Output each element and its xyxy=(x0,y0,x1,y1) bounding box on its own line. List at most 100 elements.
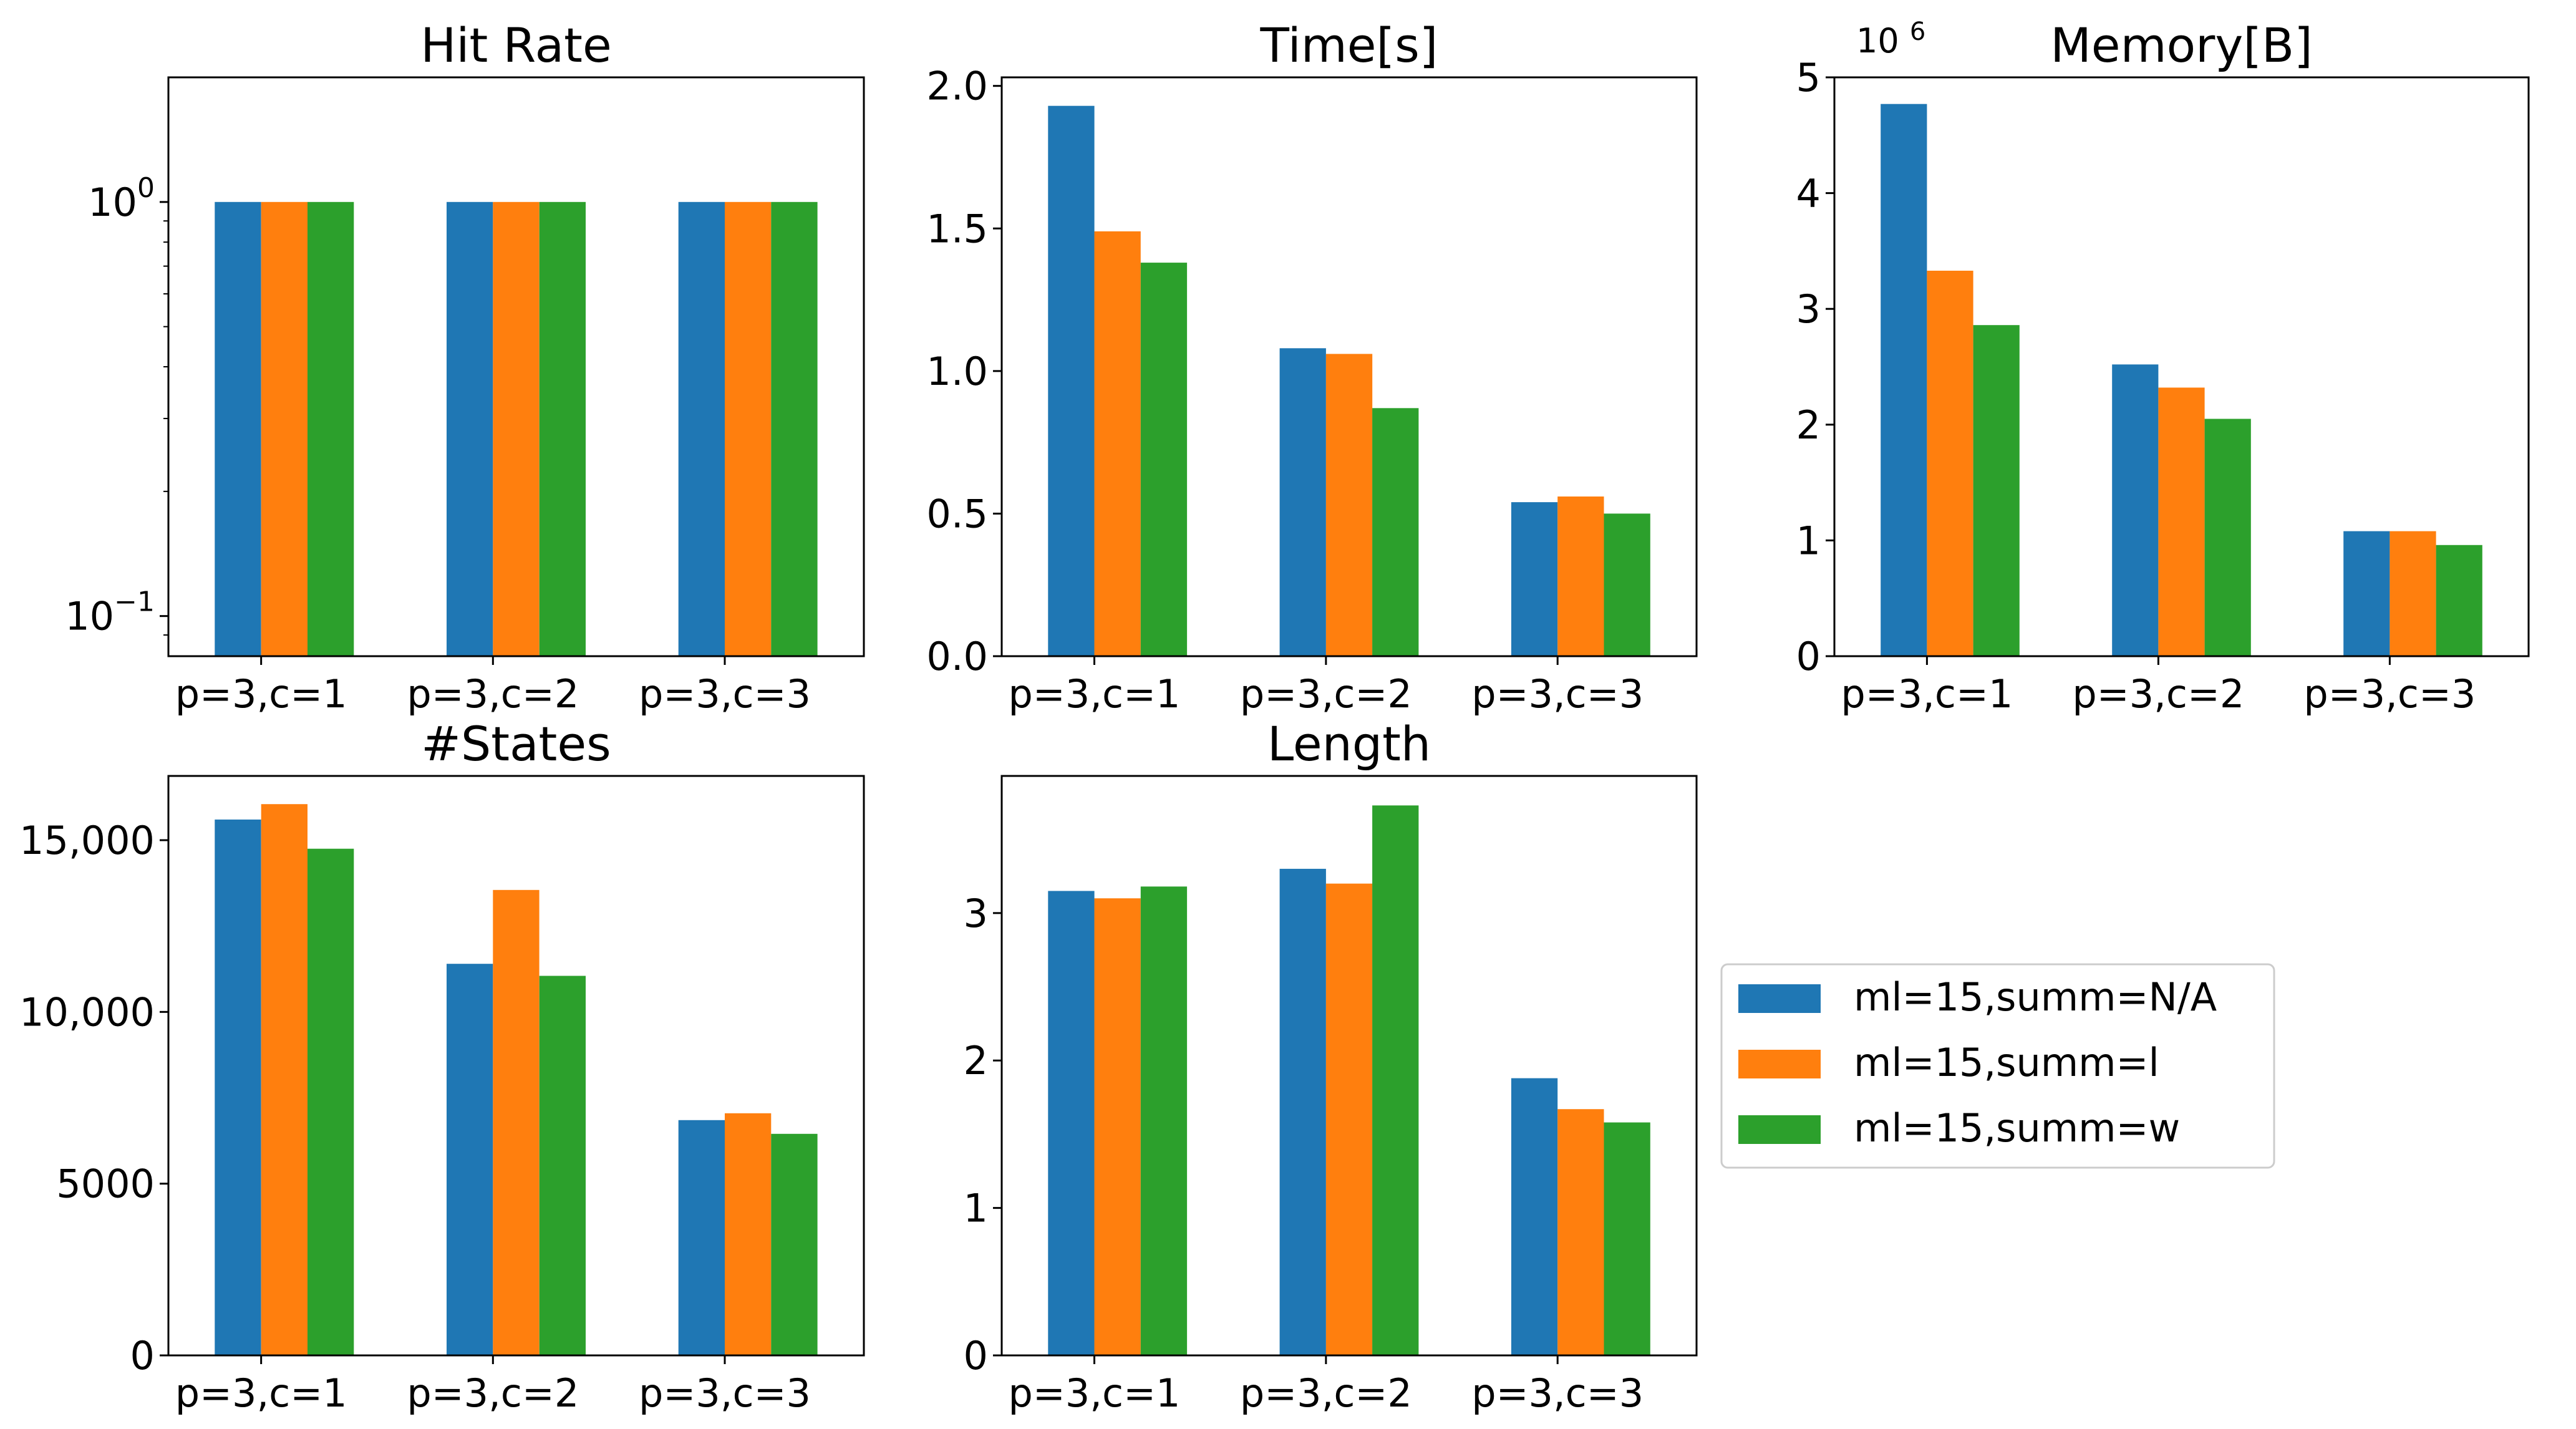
bar-p=3,c=2-series-2 xyxy=(493,201,540,656)
bar-p=3,c=3-series-3 xyxy=(1604,1122,1650,1355)
legend-label: ml=15,summ=w xyxy=(1854,1105,2180,1151)
bar-p=3,c=2-series-2 xyxy=(1325,354,1373,656)
y-tick-label: 4 xyxy=(1796,171,1821,216)
bar-p=3,c=2-series-1 xyxy=(447,964,493,1355)
x-tick-label: p=3,c=1 xyxy=(1841,671,2013,717)
bar-p=3,c=1-series-2 xyxy=(1927,271,1973,656)
subplot-5: p=3,c=1 p=3,c=2 p=3,c=3 0 1 2 3 Length xyxy=(964,716,1698,1416)
bar-p=3,c=2-series-1 xyxy=(2112,364,2159,656)
x-tick-label: p=3,c=3 xyxy=(639,1370,811,1416)
bar-p=3,c=2-series-2 xyxy=(493,889,540,1355)
y-tick-label: 2 xyxy=(1796,402,1821,448)
y-tick-label: 10,000 xyxy=(19,989,155,1035)
bar-p=3,c=2-series-2 xyxy=(1325,883,1373,1355)
x-tick-label: p=3,c=1 xyxy=(175,1370,347,1416)
bar-p=3,c=3-series-3 xyxy=(771,1133,818,1355)
x-tick-label: p=3,c=3 xyxy=(2303,671,2476,717)
bar-p=3,c=3-series-2 xyxy=(2390,531,2436,656)
y-tick-label: 0 xyxy=(130,1333,155,1378)
y-tick-label: 1 xyxy=(964,1186,988,1231)
subplot-2: p=3,c=1 p=3,c=2 p=3,c=3 0.0 0.5 1.0 1.5 2.0 Time… xyxy=(926,17,1698,717)
bar-p=3,c=1-series-2 xyxy=(1094,898,1141,1355)
bar-p=3,c=2-series-3 xyxy=(1372,805,1419,1355)
bar-p=3,c=1-series-1 xyxy=(1881,104,1927,656)
bar-p=3,c=3-series-1 xyxy=(678,201,725,656)
subplot-title: #States xyxy=(421,716,611,772)
bar-p=3,c=3-series-2 xyxy=(1557,497,1604,656)
y-tick-label: 2.0 xyxy=(926,64,988,109)
legend-box xyxy=(1720,963,2275,1169)
bar-p=3,c=1-series-2 xyxy=(261,201,307,656)
x-tick-label: p=3,c=2 xyxy=(2072,671,2244,717)
bar-p=3,c=2-series-3 xyxy=(1372,408,1419,656)
bar-p=3,c=1-series-1 xyxy=(215,201,261,656)
y-tick-label: 1.5 xyxy=(926,206,988,251)
legend: ml=15,summ=N/A ml=15,summ=l ml=15,summ=w xyxy=(1720,963,2275,1169)
subplot-title: Hit Rate xyxy=(420,17,612,73)
x-tick-label: p=3,c=2 xyxy=(407,671,579,717)
x-tick-label: p=3,c=1 xyxy=(175,671,347,717)
bar-p=3,c=2-series-1 xyxy=(1279,348,1326,656)
bar-p=3,c=3-series-2 xyxy=(725,1113,772,1355)
y-tick-label: 0 xyxy=(1796,634,1821,679)
axes-frame xyxy=(167,775,865,1357)
bar-p=3,c=1-series-1 xyxy=(215,819,261,1355)
bar-p=3,c=3-series-1 xyxy=(1511,502,1558,656)
bar-p=3,c=1-series-2 xyxy=(261,804,307,1355)
axes-frame xyxy=(1000,775,1698,1357)
x-tick-label: p=3,c=3 xyxy=(1471,1370,1644,1416)
y-tick-label: 5000 xyxy=(56,1161,155,1207)
x-tick-label: p=3,c=3 xyxy=(639,671,811,717)
y-tick-label: 0.0 xyxy=(926,634,988,679)
bar-p=3,c=1-series-3 xyxy=(1973,325,2020,656)
legend-swatch xyxy=(1738,1050,1821,1078)
x-tick-label: p=3,c=2 xyxy=(407,1370,579,1416)
bar-p=3,c=1-series-1 xyxy=(1048,891,1095,1355)
bar-p=3,c=1-series-3 xyxy=(307,848,354,1355)
legend-label: ml=15,summ=l xyxy=(1854,1040,2159,1085)
subplot-1: p=3,c=1 p=3,c=2 p=3,c=3 10−1 100 Hit Rate xyxy=(65,17,865,717)
y-tick-label: 100 xyxy=(88,172,155,225)
y-tick-label: 15,000 xyxy=(19,818,155,863)
axes-frame xyxy=(167,76,865,657)
bar-p=3,c=2-series-3 xyxy=(2204,419,2251,656)
legend-label: ml=15,summ=N/A xyxy=(1854,974,2217,1020)
subplot-title: Length xyxy=(1267,716,1431,772)
bar-p=3,c=3-series-3 xyxy=(2436,545,2482,656)
axes-frame xyxy=(1000,76,1698,657)
x-tick-label: p=3,c=2 xyxy=(1240,671,1412,717)
bar-p=3,c=1-series-3 xyxy=(1140,886,1188,1355)
bar-p=3,c=1-series-2 xyxy=(1094,231,1141,656)
subplot-4: p=3,c=1 p=3,c=2 p=3,c=3 0 5000 10,000 15,000 #S… xyxy=(19,716,865,1416)
bar-p=3,c=2-series-1 xyxy=(447,201,493,656)
bar-p=3,c=3-series-1 xyxy=(678,1120,725,1355)
y-tick-label: 1 xyxy=(1796,518,1821,563)
bar-p=3,c=3-series-1 xyxy=(2343,531,2390,656)
x-tick-label: p=3,c=1 xyxy=(1009,671,1181,717)
y-offset-label: 10 6 xyxy=(1856,17,1925,61)
bar-p=3,c=3-series-2 xyxy=(1557,1109,1604,1355)
subplot-3: p=3,c=1 p=3,c=2 p=3,c=3 0 1 2 3 4 5 Memory[B] 10 6 xyxy=(1796,17,2530,717)
y-tick-label: 2 xyxy=(964,1038,988,1083)
y-tick-label: 0.5 xyxy=(926,491,988,536)
legend-swatch xyxy=(1738,1115,1821,1144)
y-tick-label: 3 xyxy=(964,891,988,936)
bar-p=3,c=3-series-2 xyxy=(725,201,772,656)
subplot-title: Time[s] xyxy=(1260,17,1438,73)
bar-p=3,c=2-series-2 xyxy=(2158,387,2205,656)
bar-p=3,c=1-series-3 xyxy=(307,201,354,656)
bar-p=3,c=1-series-3 xyxy=(1140,263,1188,657)
x-tick-label: p=3,c=1 xyxy=(1009,1370,1181,1416)
bar-p=3,c=2-series-3 xyxy=(539,201,586,656)
y-tick-label: 0 xyxy=(964,1333,988,1378)
bar-p=3,c=2-series-1 xyxy=(1279,868,1326,1355)
subplot-title: Memory[B] xyxy=(2050,17,2313,73)
y-tick-label: 5 xyxy=(1796,55,1821,100)
bar-p=3,c=3-series-3 xyxy=(1604,513,1650,656)
bar-p=3,c=3-series-3 xyxy=(771,201,818,656)
bar-p=3,c=3-series-1 xyxy=(1511,1078,1558,1355)
y-tick-label: 1.0 xyxy=(926,349,988,394)
bar-p=3,c=1-series-1 xyxy=(1048,105,1095,656)
y-tick-label: 3 xyxy=(1796,286,1821,332)
